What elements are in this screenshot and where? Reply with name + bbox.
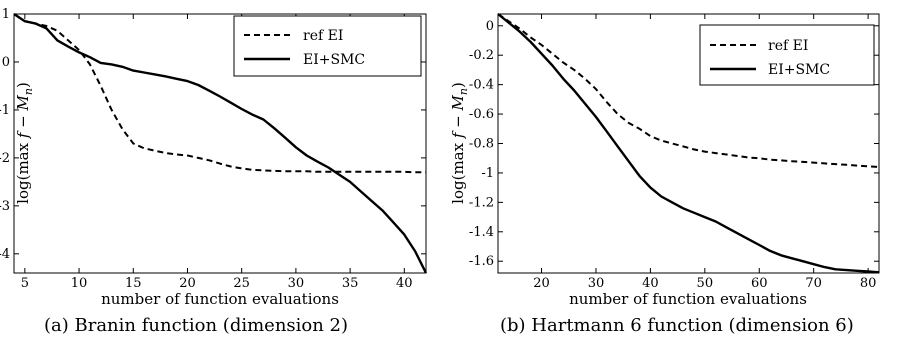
y-tick-label: -0.4 — [469, 78, 494, 93]
series-layer — [497, 13, 880, 274]
x-axis-label: number of function evaluations — [101, 290, 339, 308]
y-tick-label: 1 — [2, 7, 10, 22]
x-tick-label: 30 — [588, 276, 605, 291]
x-tick-label: 20 — [179, 276, 196, 291]
x-tick-label: 35 — [342, 276, 359, 291]
legend: ref EI EI+SMC — [233, 15, 422, 77]
legend: ref EI EI+SMC — [699, 24, 875, 86]
y-tick-label: -2 — [0, 151, 10, 166]
x-tick-label: 80 — [860, 276, 877, 291]
x-tick-label: 40 — [642, 276, 659, 291]
legend-label-ei-smc: EI+SMC — [303, 52, 365, 68]
series-layer — [13, 13, 428, 274]
series-line-ei-smc — [13, 13, 428, 274]
y-tick-label: 0 — [2, 55, 10, 70]
x-tick-label: 70 — [805, 276, 822, 291]
hartmann-chart: 20 30 40 50 60 70 80 0 -0.2 -0.4 -0.6 -0.8 -1 -1.2 -1.… — [449, 13, 880, 308]
y-tick-label: -4 — [0, 247, 10, 262]
y-axis-label: log(max f − Mn) — [14, 82, 35, 204]
y-tick-label: -1.2 — [469, 195, 494, 210]
x-tick-label: 60 — [751, 276, 768, 291]
x-tick-label: 20 — [533, 276, 550, 291]
y-tick-label: -0.6 — [469, 107, 494, 122]
legend-box — [233, 15, 422, 77]
series-line-ref-ei — [497, 13, 880, 168]
x-tick-label: 25 — [233, 276, 250, 291]
x-tick-label: 10 — [71, 276, 88, 291]
x-tick-label: 50 — [697, 276, 714, 291]
y-tick-label: -1.4 — [469, 225, 494, 240]
x-tick-label: 40 — [396, 276, 413, 291]
y-tick-label: -1.6 — [469, 254, 494, 269]
plot-area-frame — [13, 13, 427, 274]
legend-label-ref-ei: ref EI — [303, 28, 343, 44]
x-tick-label: 15 — [125, 276, 142, 291]
y-axis-label: log(max f − Mn) — [449, 82, 470, 204]
tick-layer: 20 30 40 50 60 70 80 0 -0.2 -0.4 -0.6 -0.8 -1 -1.2 -1.… — [469, 14, 879, 291]
legend-label-ei-smc: EI+SMC — [768, 62, 830, 78]
x-tick-label: 30 — [288, 276, 305, 291]
x-axis-label: number of function evaluations — [569, 290, 807, 308]
y-tick-label: 0 — [486, 19, 494, 34]
y-tick-label: -1 — [481, 166, 494, 181]
legend-label-ref-ei: ref EI — [768, 38, 808, 54]
x-tick-label: 5 — [21, 276, 29, 291]
series-line-ei-smc — [497, 13, 880, 274]
y-tick-label: -1 — [0, 103, 10, 118]
caption-b: (b) Hartmann 6 function (dimension 6) — [500, 315, 854, 336]
caption-a: (a) Branin function (dimension 2) — [44, 315, 349, 336]
y-tick-label: -0.8 — [469, 137, 494, 152]
y-tick-label: -3 — [0, 199, 10, 214]
y-tick-label: -0.2 — [469, 48, 494, 63]
legend-box — [699, 24, 875, 86]
